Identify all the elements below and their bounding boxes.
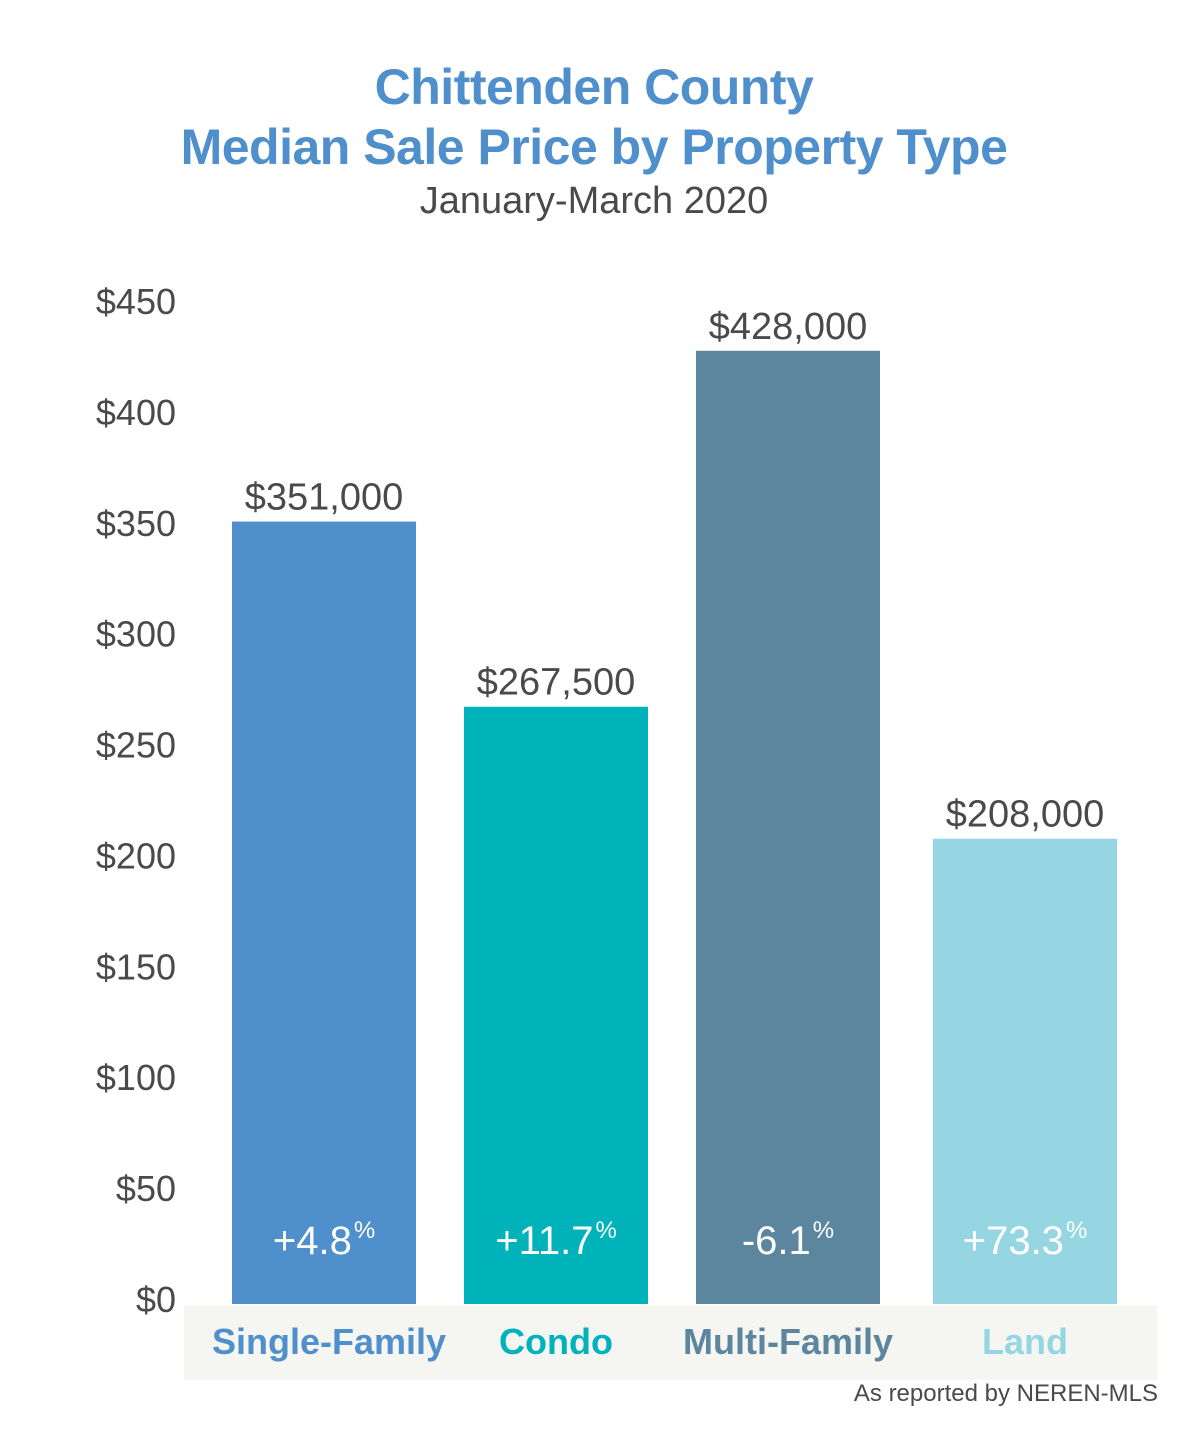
change-label: +11.7%	[495, 1217, 617, 1263]
category-band	[184, 1305, 1157, 1380]
change-value: -6.1	[742, 1219, 811, 1263]
change-unit: %	[595, 1217, 616, 1244]
change-unit: %	[813, 1217, 834, 1244]
y-tick-label: $450	[96, 281, 176, 322]
source-note: As reported by NEREN-MLS	[853, 1380, 1158, 1407]
y-tick-label: $150	[96, 946, 176, 987]
change-label: -6.1%	[742, 1217, 834, 1263]
change-value: +4.8	[273, 1219, 352, 1263]
bar-value-label: $428,000	[709, 306, 868, 348]
chart-subtitle: January-March 2020	[419, 180, 769, 222]
bar-value-label: $351,000	[245, 477, 404, 519]
change-label: +73.3%	[963, 1217, 1088, 1263]
category-label: Single-Family	[212, 1321, 446, 1362]
y-tick-label: $250	[96, 725, 176, 766]
y-tick-label: $0	[136, 1279, 176, 1320]
change-unit: %	[1066, 1217, 1087, 1244]
chart-title-line2: Median Sale Price by Property Type	[180, 119, 1008, 175]
category-label: Condo	[499, 1321, 613, 1362]
y-tick-label: $100	[96, 1057, 176, 1098]
change-unit: %	[354, 1217, 375, 1244]
change-label: +4.8%	[273, 1217, 375, 1263]
bar	[696, 350, 880, 1304]
bar	[232, 521, 416, 1304]
bar-value-label: $208,000	[946, 794, 1105, 836]
y-tick-label: $400	[96, 392, 176, 433]
category-label: Land	[982, 1321, 1068, 1362]
chart-title: Chittenden County	[374, 59, 814, 115]
change-value: +73.3	[963, 1219, 1064, 1263]
y-tick-label: $50	[116, 1168, 176, 1209]
bar	[464, 706, 648, 1304]
bar	[933, 838, 1117, 1304]
category-label: Multi-Family	[683, 1321, 893, 1362]
bar-value-label: $267,500	[477, 662, 636, 704]
y-tick-label: $200	[96, 835, 176, 876]
y-tick-label: $350	[96, 503, 176, 544]
change-value: +11.7	[495, 1219, 593, 1263]
y-tick-label: $300	[96, 614, 176, 655]
